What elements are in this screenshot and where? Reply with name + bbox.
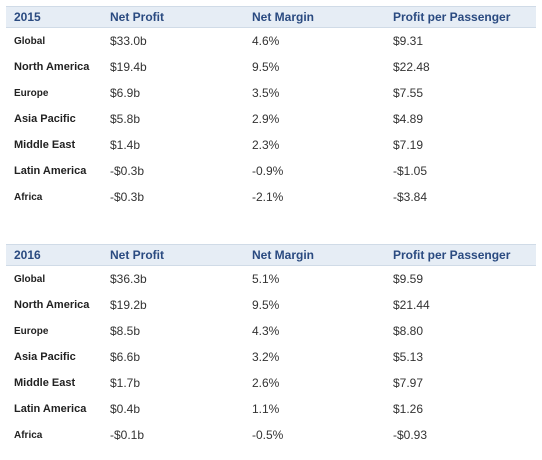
- table-row: Asia Pacific $5.8b 2.9% $4.89: [6, 106, 536, 132]
- net-profit-cell: $6.6b: [110, 350, 141, 364]
- region-label: Global: [14, 273, 46, 285]
- table-row: North America $19.2b 9.5% $21.44: [6, 292, 536, 318]
- region-label: North America: [14, 299, 90, 311]
- net-profit-cell: $1.4b: [110, 138, 141, 152]
- profit-per-passenger-cell: -$3.84: [393, 190, 428, 204]
- region-label: Africa: [14, 191, 43, 203]
- net-profit-cell: $0.4b: [110, 402, 141, 416]
- net-margin-cell: 3.2%: [252, 350, 280, 364]
- region-label: Africa: [14, 429, 43, 441]
- table-row: Middle East $1.4b 2.3% $7.19: [6, 132, 536, 158]
- net-profit-cell: $33.0b: [110, 34, 147, 48]
- net-profit-cell: -$0.3b: [110, 164, 145, 178]
- net-profit-cell: -$0.1b: [110, 428, 145, 442]
- table-row: Asia Pacific $6.6b 3.2% $5.13: [6, 344, 536, 370]
- table-row: Europe $6.9b 3.5% $7.55: [6, 80, 536, 106]
- net-profit-cell: $19.4b: [110, 60, 147, 74]
- profit-per-passenger-cell: $7.97: [393, 376, 424, 390]
- table-row: Global $33.0b 4.6% $9.31: [6, 28, 536, 54]
- net-profit-cell: $19.2b: [110, 298, 147, 312]
- profit-per-passenger-cell: $21.44: [393, 298, 430, 312]
- table-row: Middle East $1.7b 2.6% $7.97: [6, 370, 536, 396]
- header-year: 2015: [14, 10, 41, 24]
- region-label: Middle East: [14, 377, 76, 389]
- header-net-profit: Net Profit: [110, 10, 164, 24]
- net-profit-cell: -$0.3b: [110, 190, 145, 204]
- profit-table-2016: 2016 Net Profit Net Margin Profit per Pa…: [6, 244, 536, 448]
- table-row: Africa -$0.3b -2.1% -$3.84: [6, 184, 536, 210]
- header-year: 2016: [14, 248, 41, 262]
- region-label: Europe: [14, 325, 49, 337]
- net-margin-cell: -0.5%: [252, 428, 284, 442]
- profit-per-passenger-cell: -$1.05: [393, 164, 428, 178]
- profit-per-passenger-cell: $7.19: [393, 138, 424, 152]
- net-profit-cell: $5.8b: [110, 112, 141, 126]
- net-margin-cell: 3.5%: [252, 86, 280, 100]
- table-row: Europe $8.5b 4.3% $8.80: [6, 318, 536, 344]
- table-row: Latin America -$0.3b -0.9% -$1.05: [6, 158, 536, 184]
- table-row: Global $36.3b 5.1% $9.59: [6, 266, 536, 292]
- net-margin-cell: 9.5%: [252, 298, 280, 312]
- profit-per-passenger-cell: $9.59: [393, 272, 424, 286]
- table-row: Africa -$0.1b -0.5% -$0.93: [6, 422, 536, 448]
- net-margin-cell: 5.1%: [252, 272, 280, 286]
- header-profit-per-passenger: Profit per Passenger: [393, 10, 511, 24]
- region-label: Latin America: [14, 165, 87, 177]
- profit-per-passenger-cell: $7.55: [393, 86, 424, 100]
- table-row: North America $19.4b 9.5% $22.48: [6, 54, 536, 80]
- profit-per-passenger-cell: -$0.93: [393, 428, 428, 442]
- region-label: Middle East: [14, 139, 76, 151]
- net-margin-cell: 9.5%: [252, 60, 280, 74]
- profit-per-passenger-cell: $8.80: [393, 324, 424, 338]
- net-margin-cell: -0.9%: [252, 164, 284, 178]
- table-header-row: 2015 Net Profit Net Margin Profit per Pa…: [6, 6, 536, 28]
- net-margin-cell: 2.3%: [252, 138, 280, 152]
- profit-per-passenger-cell: $4.89: [393, 112, 424, 126]
- header-net-margin: Net Margin: [252, 248, 315, 262]
- region-label: Asia Pacific: [14, 351, 76, 363]
- region-label: Asia Pacific: [14, 113, 76, 125]
- net-margin-cell: 2.6%: [252, 376, 280, 390]
- net-margin-cell: 2.9%: [252, 112, 280, 126]
- region-label: Europe: [14, 87, 49, 99]
- net-profit-cell: $6.9b: [110, 86, 141, 100]
- net-profit-cell: $1.7b: [110, 376, 141, 390]
- profit-per-passenger-cell: $5.13: [393, 350, 424, 364]
- profit-per-passenger-cell: $9.31: [393, 34, 424, 48]
- table-header-row: 2016 Net Profit Net Margin Profit per Pa…: [6, 244, 536, 266]
- header-profit-per-passenger: Profit per Passenger: [393, 248, 511, 262]
- net-profit-cell: $36.3b: [110, 272, 147, 286]
- net-margin-cell: 4.3%: [252, 324, 280, 338]
- profit-per-passenger-cell: $1.26: [393, 402, 424, 416]
- table-row: Latin America $0.4b 1.1% $1.26: [6, 396, 536, 422]
- net-margin-cell: -2.1%: [252, 190, 284, 204]
- region-label: North America: [14, 61, 90, 73]
- region-label: Latin America: [14, 403, 87, 415]
- region-label: Global: [14, 35, 46, 47]
- header-net-margin: Net Margin: [252, 10, 315, 24]
- net-margin-cell: 1.1%: [252, 402, 280, 416]
- net-profit-cell: $8.5b: [110, 324, 141, 338]
- profit-per-passenger-cell: $22.48: [393, 60, 430, 74]
- header-net-profit: Net Profit: [110, 248, 164, 262]
- profit-table-2015: 2015 Net Profit Net Margin Profit per Pa…: [6, 6, 536, 210]
- net-margin-cell: 4.6%: [252, 34, 280, 48]
